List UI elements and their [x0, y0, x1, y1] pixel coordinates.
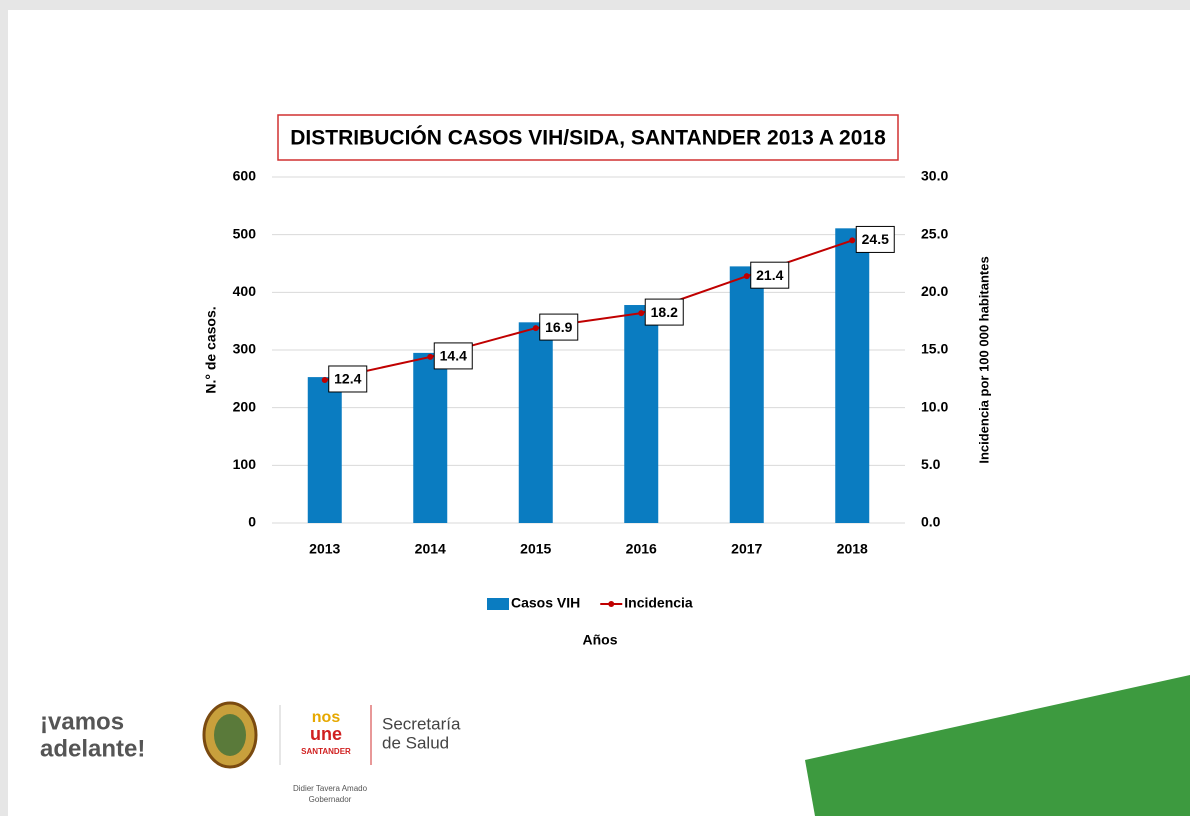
data-label-box: [433, 342, 473, 370]
bar: [307, 377, 342, 523]
y-tick-label: 100: [233, 456, 257, 472]
y2-axis-label: Incidencia por 100 000 habitantes: [976, 256, 991, 463]
governor-title: Gobernador: [309, 795, 352, 804]
office: de Salud: [382, 733, 449, 752]
x-axis-label: Años: [583, 632, 618, 648]
bar: [729, 266, 764, 523]
green-decoration: [805, 675, 1190, 816]
legend-swatch: [487, 598, 509, 610]
line-point: [849, 237, 856, 244]
governor-name: Didier Tavera Amado: [293, 784, 368, 793]
data-label: 14.4: [440, 348, 467, 364]
x-tick-label: 2018: [837, 541, 868, 557]
data-label: 24.5: [862, 231, 889, 247]
x-tick-label: 2016: [626, 541, 657, 557]
coat-of-arms-inner: [214, 714, 246, 756]
slogan: adelante!: [40, 735, 145, 762]
y-tick-label: 600: [233, 168, 257, 184]
data-label-box: [328, 365, 368, 393]
logo-text: une: [310, 724, 342, 744]
data-label-box: [750, 261, 790, 289]
logo-text: nos: [312, 709, 341, 726]
data-label-box: [855, 225, 895, 253]
bar: [835, 228, 870, 523]
legend-label: Incidencia: [624, 595, 693, 611]
data-label: 16.9: [545, 319, 572, 335]
line-point: [638, 310, 645, 317]
line-point: [321, 376, 328, 383]
y-tick-label: 500: [233, 225, 257, 241]
y-tick-label: 300: [233, 341, 257, 357]
x-tick-label: 2013: [309, 541, 340, 557]
data-label-box: [644, 298, 684, 326]
y-tick-label: 200: [233, 398, 257, 414]
y-tick-label: 0: [248, 514, 256, 530]
y2-tick-label: 15.0: [921, 341, 948, 357]
slogan: ¡vamos: [40, 708, 124, 735]
bar: [413, 352, 448, 523]
left-band: [0, 0, 8, 816]
top-band: [0, 0, 1190, 10]
bar: [518, 322, 553, 523]
x-tick-label: 2015: [520, 541, 551, 557]
legend-swatch: [608, 601, 615, 607]
line-point: [532, 325, 539, 332]
y2-tick-label: 10.0: [921, 398, 948, 414]
y2-tick-label: 20.0: [921, 283, 948, 299]
data-label: 12.4: [334, 371, 361, 387]
y2-tick-label: 0.0: [921, 514, 941, 530]
office: Secretaría: [382, 714, 461, 733]
data-label: 21.4: [756, 267, 783, 283]
line-point: [427, 353, 434, 360]
x-tick-label: 2014: [415, 541, 446, 557]
y-axis-label: N.° de casos.: [203, 306, 219, 393]
y2-tick-label: 30.0: [921, 168, 948, 184]
bar: [624, 305, 659, 523]
data-label-box: [539, 313, 579, 341]
legend-label: Casos VIH: [511, 595, 580, 611]
title-box: [277, 114, 899, 161]
chart-title: DISTRIBUCIÓN CASOS VIH/SIDA, SANTANDER 2…: [290, 126, 886, 150]
y2-tick-label: 25.0: [921, 225, 948, 241]
line-point: [743, 273, 750, 280]
data-label: 18.2: [651, 304, 678, 320]
line: [324, 239, 853, 381]
y-tick-label: 400: [233, 283, 257, 299]
x-tick-label: 2017: [731, 541, 762, 557]
y2-tick-label: 5.0: [921, 456, 941, 472]
logo-text: SANTANDER: [301, 747, 351, 756]
